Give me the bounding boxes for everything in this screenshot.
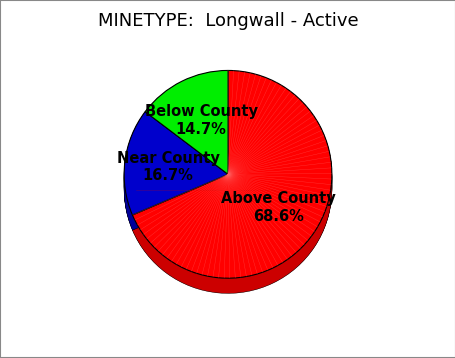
Wedge shape xyxy=(132,74,331,282)
Wedge shape xyxy=(145,76,228,179)
Wedge shape xyxy=(132,77,331,285)
Wedge shape xyxy=(145,84,228,188)
Wedge shape xyxy=(132,72,331,280)
Wedge shape xyxy=(145,77,228,181)
Wedge shape xyxy=(145,71,228,175)
Wedge shape xyxy=(145,79,228,183)
Wedge shape xyxy=(124,117,228,220)
Wedge shape xyxy=(132,79,331,287)
Wedge shape xyxy=(145,74,228,178)
Wedge shape xyxy=(124,115,228,218)
Text: MINETYPE:  Longwall - Active: MINETYPE: Longwall - Active xyxy=(97,13,358,30)
Wedge shape xyxy=(145,80,228,184)
Wedge shape xyxy=(132,78,331,286)
Wedge shape xyxy=(132,76,331,283)
Wedge shape xyxy=(124,119,228,222)
Wedge shape xyxy=(124,116,228,219)
Wedge shape xyxy=(145,84,228,189)
Wedge shape xyxy=(145,73,228,177)
Wedge shape xyxy=(145,72,228,176)
Wedge shape xyxy=(145,74,228,178)
Wedge shape xyxy=(132,84,331,292)
Wedge shape xyxy=(124,126,228,229)
Wedge shape xyxy=(124,121,228,224)
Wedge shape xyxy=(145,73,228,177)
Wedge shape xyxy=(145,72,228,176)
Wedge shape xyxy=(132,76,331,284)
Wedge shape xyxy=(145,78,228,182)
Wedge shape xyxy=(145,76,228,180)
Wedge shape xyxy=(145,84,228,188)
Wedge shape xyxy=(124,116,228,219)
Wedge shape xyxy=(132,72,331,280)
Wedge shape xyxy=(124,124,228,228)
Wedge shape xyxy=(132,77,331,284)
Wedge shape xyxy=(145,71,228,174)
Text: Near County
16.7%: Near County 16.7% xyxy=(116,151,219,183)
Wedge shape xyxy=(132,74,331,282)
Wedge shape xyxy=(145,81,228,184)
Wedge shape xyxy=(132,83,331,291)
Wedge shape xyxy=(132,86,331,294)
Wedge shape xyxy=(124,125,228,229)
Wedge shape xyxy=(145,81,228,185)
Wedge shape xyxy=(124,114,228,217)
Wedge shape xyxy=(145,78,228,182)
Wedge shape xyxy=(124,125,228,228)
Wedge shape xyxy=(145,75,228,179)
Wedge shape xyxy=(124,118,228,221)
Wedge shape xyxy=(132,81,331,289)
Wedge shape xyxy=(124,118,228,222)
Wedge shape xyxy=(124,123,228,226)
Wedge shape xyxy=(124,113,228,217)
Wedge shape xyxy=(124,112,228,215)
Wedge shape xyxy=(132,73,331,281)
Wedge shape xyxy=(145,78,228,183)
Wedge shape xyxy=(132,72,331,279)
Text: Above County
68.6%: Above County 68.6% xyxy=(220,192,335,224)
Wedge shape xyxy=(145,82,228,186)
Wedge shape xyxy=(145,72,228,175)
Wedge shape xyxy=(124,117,228,221)
Wedge shape xyxy=(132,78,331,286)
Wedge shape xyxy=(132,82,331,289)
Wedge shape xyxy=(124,119,228,223)
Wedge shape xyxy=(124,126,228,230)
Wedge shape xyxy=(145,82,228,185)
Wedge shape xyxy=(145,86,228,189)
Wedge shape xyxy=(132,71,331,278)
Wedge shape xyxy=(124,120,228,223)
Wedge shape xyxy=(124,122,228,226)
Wedge shape xyxy=(145,83,228,187)
Wedge shape xyxy=(124,124,228,227)
Wedge shape xyxy=(124,127,228,230)
Wedge shape xyxy=(132,84,331,291)
Wedge shape xyxy=(132,84,331,292)
Wedge shape xyxy=(124,121,228,224)
Wedge shape xyxy=(124,113,228,216)
Wedge shape xyxy=(132,83,331,290)
Wedge shape xyxy=(132,82,331,290)
Wedge shape xyxy=(124,112,228,216)
Wedge shape xyxy=(132,78,331,285)
Wedge shape xyxy=(132,79,331,287)
Wedge shape xyxy=(145,77,228,180)
Wedge shape xyxy=(145,79,228,183)
Wedge shape xyxy=(124,114,228,218)
Wedge shape xyxy=(132,75,331,283)
Wedge shape xyxy=(145,85,228,189)
Wedge shape xyxy=(132,85,331,293)
Wedge shape xyxy=(124,120,228,224)
Wedge shape xyxy=(124,124,228,227)
Wedge shape xyxy=(132,80,331,288)
Text: Below County
14.7%: Below County 14.7% xyxy=(144,104,257,137)
Wedge shape xyxy=(132,81,331,288)
Wedge shape xyxy=(124,115,228,218)
Wedge shape xyxy=(132,71,331,279)
Wedge shape xyxy=(132,73,331,281)
Wedge shape xyxy=(124,122,228,225)
Wedge shape xyxy=(145,83,228,187)
